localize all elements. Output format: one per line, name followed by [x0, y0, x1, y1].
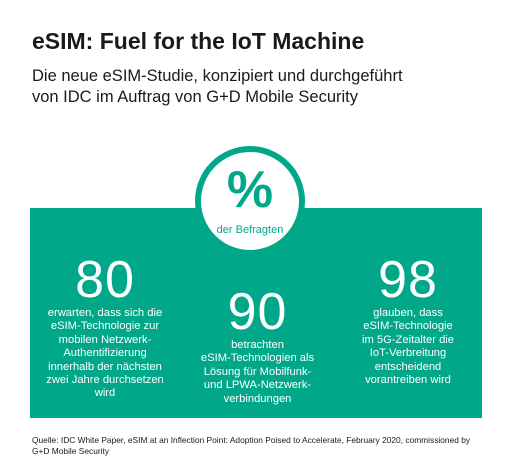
stat-line: eSIM-Technologien als: [200, 352, 315, 365]
page-subtitle: Die neue eSIM-Studie, konzipiert und dur…: [32, 66, 403, 108]
stat-number: 90: [227, 283, 288, 341]
stat-number: 80: [75, 251, 135, 309]
stat-line: im 5G-Zeitalter die: [361, 333, 454, 346]
stat-line: glauben, dass: [373, 307, 443, 319]
stat-middle: 90 betrachten eSIM-Technologien als Lösu…: [180, 285, 335, 406]
stat-line: eSIM-Technologie zur: [50, 320, 160, 333]
stat-line: zwei Jahre durchsetzen: [46, 374, 164, 387]
stat-description: glauben, dass eSIM-Technologie im 5G-Zei…: [333, 307, 483, 387]
percent-badge: % der Befragten: [195, 146, 305, 256]
stat-right: 98 glauben, dass eSIM-Technologie im 5G-…: [333, 253, 483, 387]
stat-line: eSIM-Technologie: [363, 320, 453, 333]
stat-line: entscheidend: [374, 360, 442, 373]
badge-label: der Befragten: [216, 224, 284, 236]
stat-line: mobilen Netzwerk-: [58, 333, 152, 346]
stat-line: vorantreiben wird: [365, 374, 451, 387]
stat-line: Lösung für Mobilfunk-: [203, 365, 312, 378]
source-line: Quelle: IDC White Paper, eSIM at an Infl…: [32, 435, 471, 445]
stat-line: verbindungen: [223, 392, 292, 405]
percent-icon: %: [226, 161, 274, 219]
stat-line: IoT-Verbreitung: [369, 347, 447, 360]
source-line: G+D Mobile Security: [32, 445, 110, 456]
subtitle-line: von IDC im Auftrag von G+D Mobile Securi…: [32, 88, 359, 106]
stat-line: Authentifizierung: [63, 347, 147, 360]
stat-left: 80 erwarten, dass sich die eSIM-Technolo…: [30, 253, 180, 401]
stat-number: 98: [378, 251, 438, 309]
stat-line: und LPWA-Netzwerk-: [203, 379, 312, 392]
stat-line: innerhalb der nächsten: [48, 360, 162, 373]
stat-description: betrachten eSIM-Technologien als Lösung …: [180, 339, 335, 406]
stat-description: erwarten, dass sich die eSIM-Technologie…: [30, 307, 180, 401]
subtitle-line: Die neue eSIM-Studie, konzipiert und dur…: [32, 67, 403, 85]
stat-line: erwarten, dass sich die: [47, 307, 163, 319]
stat-line: betrachten: [231, 339, 284, 351]
stat-line: wird: [94, 387, 116, 400]
page-title: eSIM: Fuel for the IoT Machine: [32, 28, 365, 54]
source-note: Quelle: IDC White Paper, eSIM at an Infl…: [32, 435, 470, 456]
